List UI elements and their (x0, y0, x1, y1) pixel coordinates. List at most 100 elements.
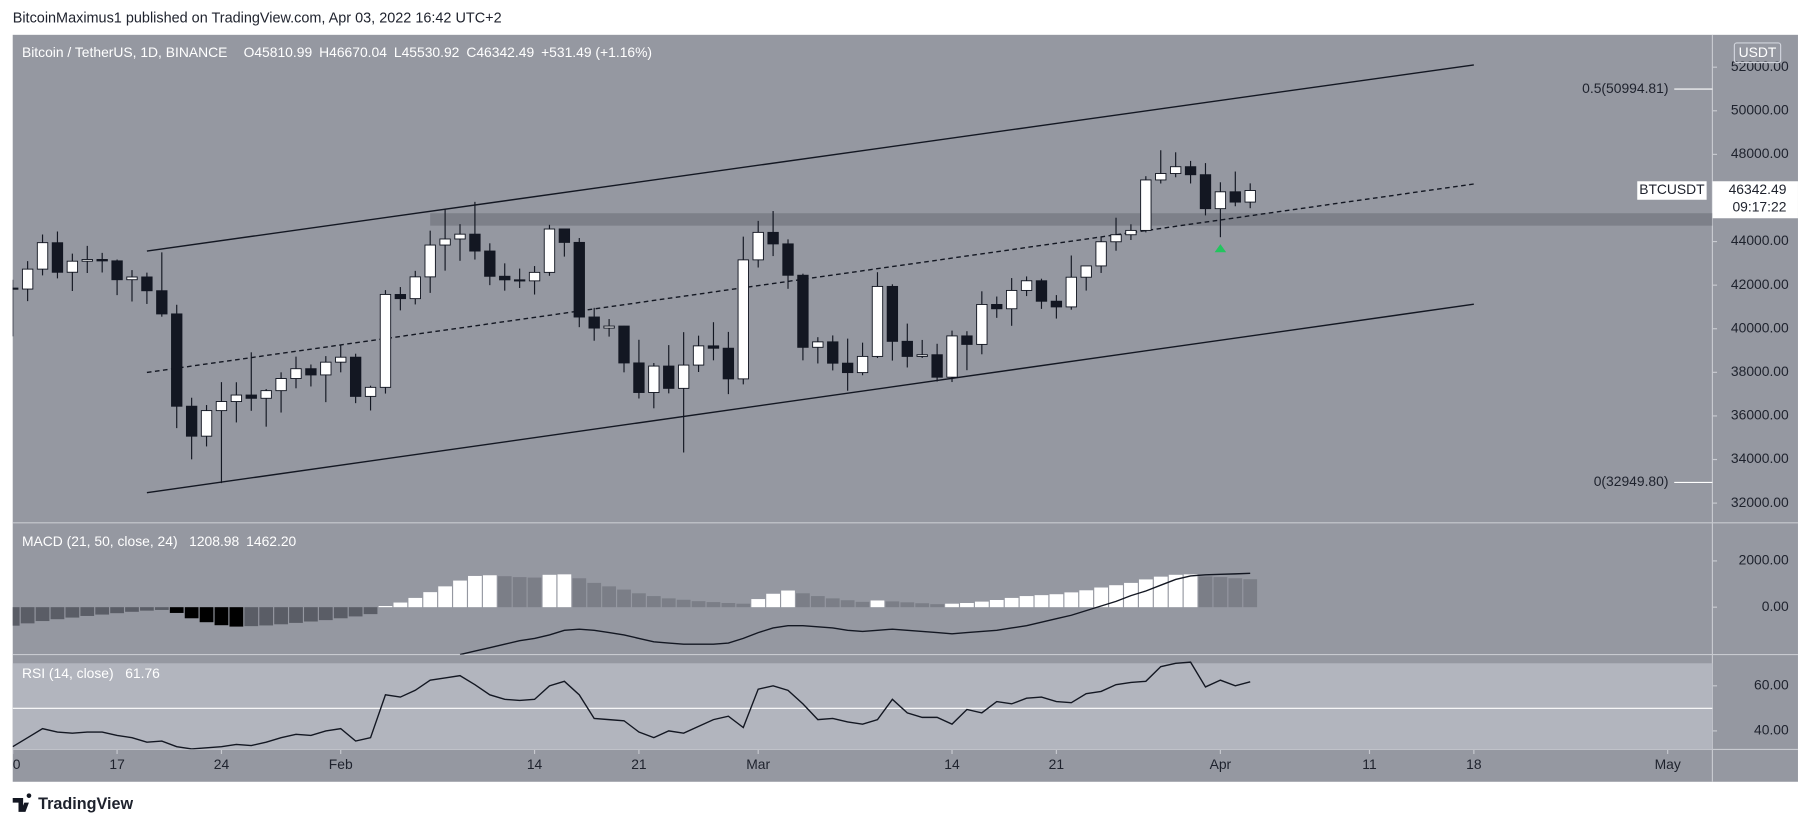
macd-bar (289, 607, 303, 623)
y-tick-label: 52000.00 (1731, 58, 1789, 74)
macd-bar (632, 593, 646, 608)
indicator-title: MACD (21, 50, close, 24) (22, 533, 178, 549)
macd-bar (512, 577, 527, 608)
candle-body (424, 244, 436, 278)
macd-bar (363, 607, 378, 615)
macd-bar (885, 601, 900, 608)
currency: USDT (1739, 44, 1777, 60)
candle-body (469, 233, 481, 252)
macd-bar (781, 590, 795, 608)
y-tick-label: 48000.00 (1731, 145, 1789, 161)
candle-body (797, 274, 809, 348)
candle-body (543, 228, 556, 273)
candle-body (633, 362, 645, 393)
candle-body (1199, 174, 1212, 210)
macd-bar (1034, 595, 1049, 608)
candle-body (871, 285, 884, 357)
x-tick-label: 11 (1362, 756, 1377, 772)
macd-bar (1064, 592, 1079, 608)
macd-bar (527, 577, 542, 608)
x-tick-label: 17 (109, 756, 125, 772)
candle-body (856, 355, 869, 374)
pane (12, 572, 1258, 655)
macd-bar (602, 586, 616, 608)
indicator-value: 1208.98 (189, 533, 239, 549)
candle-body (126, 276, 138, 281)
macd-bar (840, 600, 855, 608)
macd-bar (110, 607, 124, 614)
macd-bar (900, 602, 915, 608)
candle-body (409, 276, 421, 300)
candle-body (722, 347, 735, 380)
macd-bar (587, 582, 602, 608)
macd-bar (497, 576, 512, 608)
ohlc-key: L (394, 44, 402, 60)
candle-body (976, 303, 988, 345)
x-tick-label: Feb (329, 756, 353, 772)
x-tick-label: 14 (944, 756, 960, 772)
macd-bar (423, 592, 438, 608)
rsi-line (12, 661, 1251, 750)
macd-bar (229, 607, 244, 627)
candle-body (841, 362, 854, 374)
macd-bar (468, 575, 482, 608)
pane (12, 661, 1713, 750)
macd-bar (1243, 579, 1258, 608)
indicator-value: 1462.20 (246, 533, 296, 549)
candle-body (21, 268, 34, 290)
candle-body (215, 401, 228, 412)
panel-background (12, 34, 1798, 782)
y-tick-label: 40.00 (1754, 722, 1789, 738)
macd-bar (80, 607, 95, 616)
ohlc-value: 45810.99 (254, 44, 312, 60)
candle-body (752, 231, 764, 261)
marker-arrow (1214, 244, 1227, 253)
macd-bar (1198, 576, 1213, 608)
publish-info: BitcoinMaximus1 published on TradingView… (13, 10, 502, 26)
macd-line (459, 572, 1251, 655)
macd-bar (1138, 579, 1153, 608)
candle-body (1244, 190, 1256, 203)
tradingview-logo: TradingView (12, 793, 134, 813)
candle-body (663, 365, 675, 389)
candle-body (1005, 289, 1018, 310)
macd-bar (557, 574, 572, 608)
candle-body (379, 293, 392, 388)
macd-bar (960, 603, 974, 608)
macd-bar (930, 604, 944, 608)
macd-bar (751, 599, 766, 608)
candle-body (901, 340, 913, 357)
candle-body (66, 260, 79, 273)
macd-bar (318, 607, 333, 621)
candle-body (991, 303, 1003, 310)
symbol-box (1637, 181, 1707, 200)
macd-bar (65, 607, 80, 618)
macd-bar (12, 607, 20, 626)
logo-icon (12, 793, 32, 812)
macd-bar (810, 596, 825, 608)
macd-bar (304, 607, 318, 622)
candle-body (275, 378, 287, 392)
candle-body (827, 341, 839, 364)
macd-bar (1168, 574, 1183, 608)
macd-bar (125, 607, 139, 612)
candle-body (36, 242, 49, 270)
macd-bar (154, 607, 169, 610)
macd-bar (348, 607, 363, 617)
candle-body (1050, 300, 1063, 308)
macd-bar (214, 607, 229, 626)
candle-body (1229, 191, 1241, 203)
candle-body (1035, 280, 1048, 302)
y-tick-label: 34000.00 (1731, 450, 1789, 466)
candle-body (513, 279, 526, 282)
macd-bar (169, 607, 184, 613)
ohlc-value: 46670.04 (329, 44, 387, 60)
macd-bar (1094, 587, 1108, 608)
macd-bar (199, 607, 214, 623)
indicator-value: 61.76 (125, 665, 160, 681)
macd-bar (1019, 596, 1034, 608)
macd-bar (721, 603, 736, 608)
candle-body (916, 354, 928, 357)
